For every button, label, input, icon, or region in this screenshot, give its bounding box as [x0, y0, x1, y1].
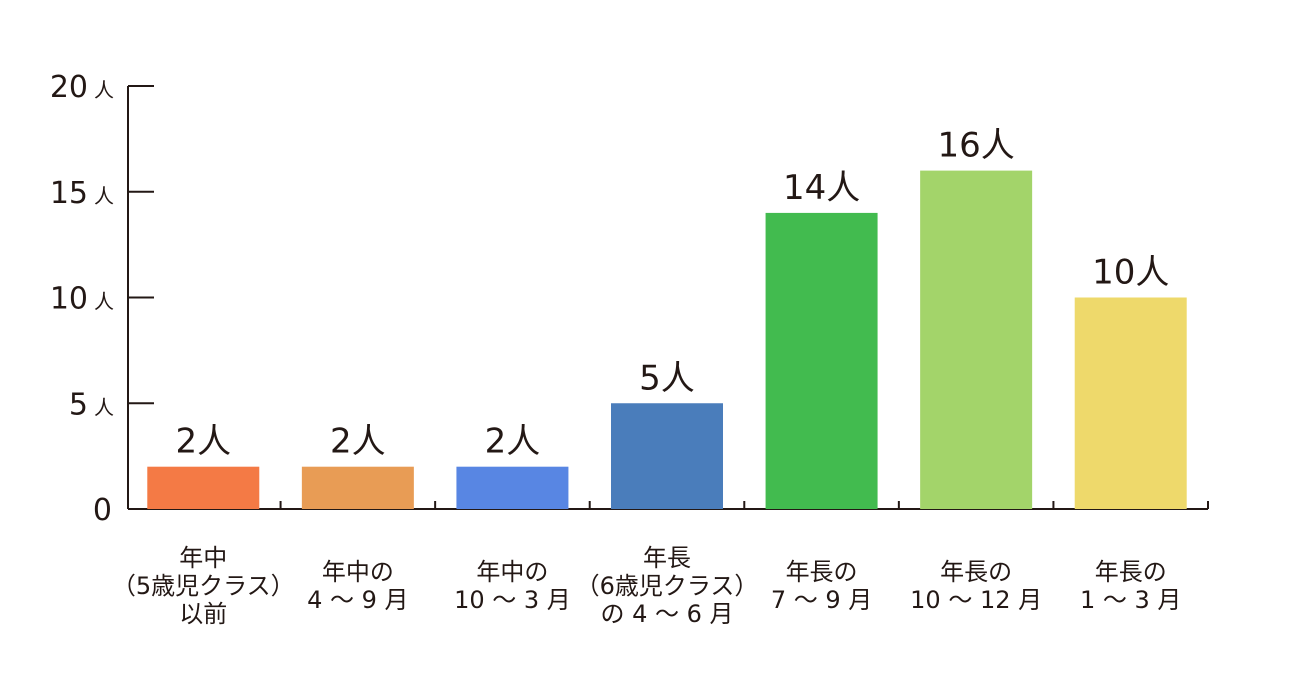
data-label: 16人	[938, 126, 1015, 166]
bar	[765, 212, 878, 509]
bar	[611, 403, 723, 509]
bar	[147, 466, 260, 509]
category-label: 年中の 10 〜 3 月	[454, 558, 571, 614]
bar	[301, 466, 414, 509]
y-tick-label: 20 人	[50, 70, 114, 105]
category-label: 年長の 1 〜 3 月	[1080, 558, 1181, 614]
y-tick-label: 10 人	[50, 282, 114, 317]
data-labels: 2人 2人 2人 5人 14人 16人 10人	[175, 126, 1169, 462]
y-tick-label: 15 人	[50, 176, 114, 211]
data-label: 5人	[639, 358, 695, 398]
bar	[920, 170, 1033, 509]
bar	[456, 466, 569, 509]
category-label: 年長の 7 〜 9 月	[771, 558, 872, 614]
bar	[1074, 297, 1187, 509]
data-label: 14人	[783, 168, 860, 208]
category-label: 年長（6歳児クラス）の 4 〜 6 月	[576, 544, 759, 628]
y-axis: 0 5 人 10 人 15 人 20 人	[50, 70, 154, 528]
category-label: 年中（5歳児クラス）以前	[112, 544, 295, 628]
category-label: 年中の 4 〜 9 月	[307, 558, 408, 614]
data-label: 2人	[485, 422, 541, 462]
category-label: 年長の 10 〜 12 月	[910, 558, 1042, 614]
data-label: 2人	[175, 422, 231, 462]
data-label: 2人	[330, 422, 386, 462]
data-label: 10人	[1092, 253, 1169, 293]
bars	[147, 170, 1187, 509]
y-tick-label: 0	[93, 493, 112, 528]
